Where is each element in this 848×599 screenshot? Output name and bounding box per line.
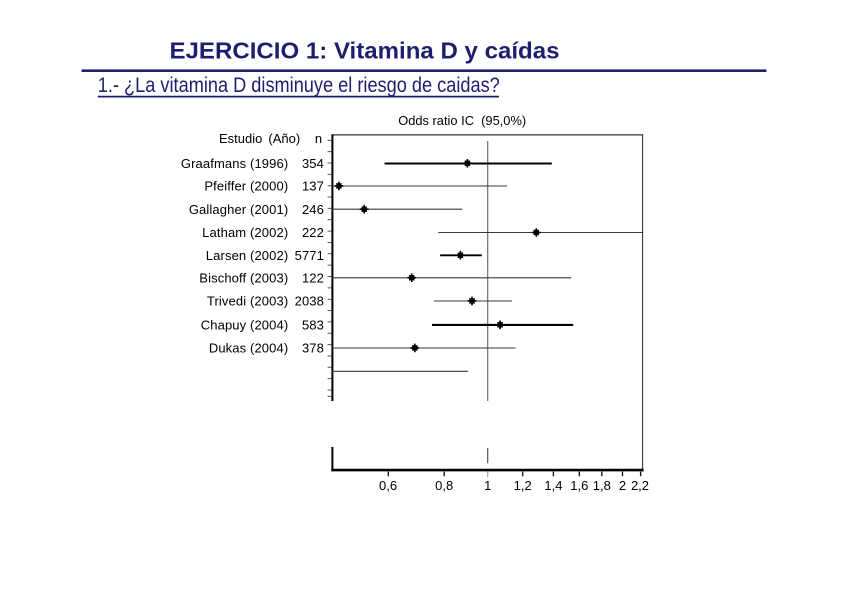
svg-text:583: 583 bbox=[302, 318, 324, 333]
svg-text:1,8: 1,8 bbox=[593, 478, 611, 493]
svg-text:222: 222 bbox=[302, 225, 324, 240]
svg-text:(Año): (Año) bbox=[268, 131, 300, 146]
svg-text:2: 2 bbox=[619, 478, 626, 493]
svg-text:Chapuy (2004): Chapuy (2004) bbox=[201, 318, 289, 333]
svg-text:Pfeiffer (2000): Pfeiffer (2000) bbox=[204, 179, 288, 194]
svg-text:0,6: 0,6 bbox=[379, 478, 397, 493]
svg-text:2,2: 2,2 bbox=[631, 478, 649, 493]
svg-text:Bischoff (2003): Bischoff (2003) bbox=[199, 271, 288, 286]
svg-text:1.- ¿La vitamina D disminuye e: 1.- ¿La vitamina D disminuye el riesgo d… bbox=[98, 74, 500, 97]
svg-text:Latham (2002): Latham (2002) bbox=[202, 225, 288, 240]
svg-text:1,6: 1,6 bbox=[570, 478, 588, 493]
svg-text:Graafmans (1996): Graafmans (1996) bbox=[181, 156, 288, 171]
svg-text:1,4: 1,4 bbox=[544, 478, 562, 493]
svg-text:EJERCICIO 1: Vitamina D y caíd: EJERCICIO 1: Vitamina D y caídas bbox=[170, 38, 560, 64]
svg-text:354: 354 bbox=[302, 156, 324, 171]
svg-text:5771: 5771 bbox=[295, 248, 324, 263]
svg-text:246: 246 bbox=[302, 202, 324, 217]
svg-text:n: n bbox=[315, 131, 322, 146]
svg-text:Dukas (2004): Dukas (2004) bbox=[209, 341, 288, 356]
svg-text:Larsen (2002): Larsen (2002) bbox=[206, 248, 289, 263]
svg-text:122: 122 bbox=[302, 271, 324, 286]
svg-text:Trivedi (2003): Trivedi (2003) bbox=[207, 294, 288, 309]
svg-text:1,2: 1,2 bbox=[514, 478, 532, 493]
svg-text:378: 378 bbox=[302, 341, 324, 356]
svg-text:1: 1 bbox=[484, 478, 491, 493]
svg-text:Estudio: Estudio bbox=[219, 131, 262, 146]
svg-text:Gallagher (2001): Gallagher (2001) bbox=[189, 202, 288, 217]
svg-text:Odds ratio IC (95,0%): Odds ratio IC (95,0%) bbox=[398, 113, 526, 128]
svg-text:2038: 2038 bbox=[295, 294, 324, 309]
svg-text:0,8: 0,8 bbox=[435, 478, 453, 493]
svg-text:137: 137 bbox=[302, 179, 324, 194]
